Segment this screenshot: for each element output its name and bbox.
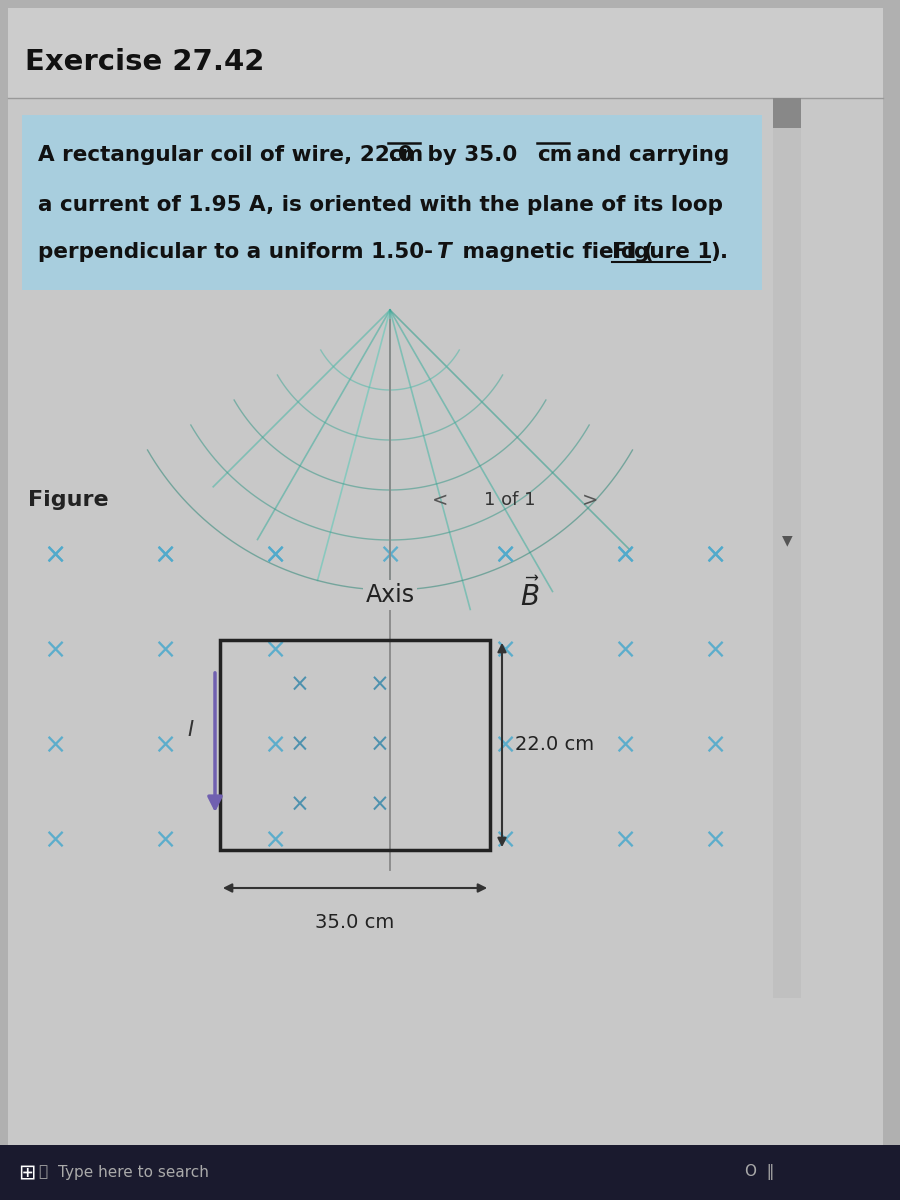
Text: ×: × — [614, 541, 636, 569]
Text: ×: × — [153, 636, 176, 664]
Text: ×: × — [43, 826, 67, 854]
Text: a current of 1.95 A, is oriented with the plane of its loop: a current of 1.95 A, is oriented with th… — [38, 194, 723, 215]
Text: ×: × — [43, 636, 67, 664]
Text: ×: × — [264, 826, 286, 854]
Text: ×: × — [493, 826, 517, 854]
Text: ×: × — [614, 636, 636, 664]
Text: A rectangular coil of wire, 22.0: A rectangular coil of wire, 22.0 — [38, 145, 420, 164]
Text: ×: × — [290, 793, 310, 817]
Text: 22.0 cm: 22.0 cm — [515, 736, 594, 755]
Text: 1 of 1: 1 of 1 — [484, 491, 536, 509]
Text: ×: × — [290, 673, 310, 697]
Text: ×: × — [370, 793, 390, 817]
Text: ×: × — [614, 541, 636, 569]
Text: $\vec{B}$: $\vec{B}$ — [520, 578, 540, 612]
Bar — [220, 640, 490, 850]
Bar — [773, 98, 801, 998]
Text: ×: × — [43, 541, 67, 569]
Text: ×: × — [370, 733, 390, 757]
Text: ×: × — [614, 826, 636, 854]
Text: ×: × — [704, 541, 726, 569]
Bar — [0, 1145, 900, 1200]
Text: ⊞: ⊞ — [18, 1162, 35, 1182]
Text: ×: × — [264, 541, 286, 569]
Text: ×: × — [264, 731, 286, 758]
Text: Axis: Axis — [365, 583, 415, 607]
Text: 🔍: 🔍 — [38, 1164, 47, 1180]
Bar — [8, 8, 883, 98]
Text: Figure: Figure — [28, 490, 109, 510]
Text: ×: × — [704, 826, 726, 854]
Text: Figure 1: Figure 1 — [612, 242, 713, 262]
Text: <: < — [432, 491, 448, 510]
Text: ×: × — [264, 541, 286, 569]
Text: ×: × — [493, 541, 517, 569]
Text: ×: × — [493, 541, 517, 569]
Text: ×: × — [704, 731, 726, 758]
Text: by 35.0: by 35.0 — [420, 145, 525, 164]
Text: ×: × — [704, 636, 726, 664]
Text: O  ‖: O ‖ — [745, 1164, 775, 1180]
Text: ×: × — [493, 636, 517, 664]
Text: ×: × — [614, 731, 636, 758]
Text: T: T — [437, 242, 452, 262]
Text: ×: × — [153, 541, 176, 569]
Text: Exercise 27.42: Exercise 27.42 — [25, 48, 265, 76]
Text: cm: cm — [537, 145, 572, 164]
Text: ×: × — [264, 636, 286, 664]
Text: ×: × — [290, 733, 310, 757]
Text: ).: ). — [710, 242, 728, 262]
Text: I: I — [187, 720, 194, 740]
Text: ×: × — [153, 826, 176, 854]
Text: >: > — [581, 491, 598, 510]
Text: ×: × — [43, 541, 67, 569]
Bar — [773, 98, 801, 128]
Text: ×: × — [493, 731, 517, 758]
Text: ×: × — [153, 541, 176, 569]
Bar — [8, 300, 768, 1100]
Text: 35.0 cm: 35.0 cm — [315, 912, 394, 931]
Text: magnetic field (: magnetic field ( — [455, 242, 653, 262]
Text: ▼: ▼ — [782, 533, 792, 547]
Text: ×: × — [378, 541, 401, 569]
Text: ×: × — [370, 673, 390, 697]
Text: ×: × — [704, 541, 726, 569]
Text: ×: × — [43, 731, 67, 758]
Bar — [22, 115, 762, 290]
Text: and carrying: and carrying — [569, 145, 729, 164]
Text: ×: × — [153, 731, 176, 758]
Text: perpendicular to a uniform 1.50-: perpendicular to a uniform 1.50- — [38, 242, 433, 262]
Text: Type here to search: Type here to search — [58, 1164, 209, 1180]
Text: cm: cm — [388, 145, 423, 164]
